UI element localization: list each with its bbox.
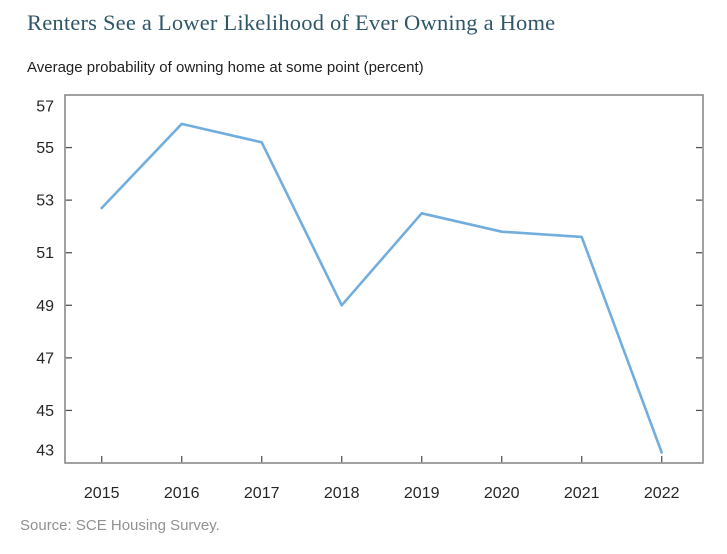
y-tick-label: 55 — [36, 140, 54, 157]
x-tick-label: 2019 — [404, 485, 440, 502]
plot-border — [64, 94, 704, 464]
y-tick-label: 57 — [36, 99, 54, 116]
y-tick-label: 53 — [36, 193, 54, 210]
x-tick-label: 2017 — [244, 485, 280, 502]
chart-subtitle: Average probability of owning home at so… — [27, 59, 424, 76]
x-tick-label: 2021 — [564, 485, 600, 502]
source-note: Source: SCE Housing Survey. — [20, 517, 220, 534]
data-line — [100, 122, 664, 454]
y-tick-label: 49 — [36, 298, 54, 315]
x-tick-label: 2015 — [84, 485, 120, 502]
y-tick-label: 47 — [36, 350, 54, 367]
y-tick-label: 51 — [36, 245, 54, 262]
x-tick-label: 2022 — [644, 485, 680, 502]
chart-title: Renters See a Lower Likelihood of Ever O… — [27, 10, 556, 35]
x-tick-label: 2018 — [324, 485, 360, 502]
y-tick-label: 45 — [36, 403, 54, 420]
x-tick-label: 2020 — [484, 485, 520, 502]
y-tick-label: 43 — [36, 443, 54, 460]
x-tick-label: 2016 — [164, 485, 200, 502]
